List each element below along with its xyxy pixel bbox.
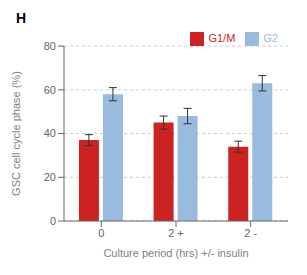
- svg-text:0: 0: [98, 227, 104, 239]
- html-text:G2: G2: [263, 32, 278, 44]
- svg-text:20: 20: [44, 171, 56, 183]
- svg-text:2 -: 2 -: [244, 227, 257, 239]
- svg-text:60: 60: [44, 84, 56, 96]
- svg-text:GSC cell cycle phase (%): GSC cell cycle phase (%): [10, 71, 22, 196]
- html-text:G1/M: G1/M: [208, 32, 236, 44]
- svg-text:0: 0: [50, 215, 56, 227]
- svg-text:2 +: 2 +: [168, 227, 184, 239]
- svg-text:Culture period (hrs) +/- insul: Culture period (hrs) +/- insulin: [103, 247, 248, 259]
- html-text:H: H: [16, 10, 27, 26]
- svg-text:80: 80: [44, 40, 56, 52]
- svg-text:40: 40: [44, 127, 56, 139]
